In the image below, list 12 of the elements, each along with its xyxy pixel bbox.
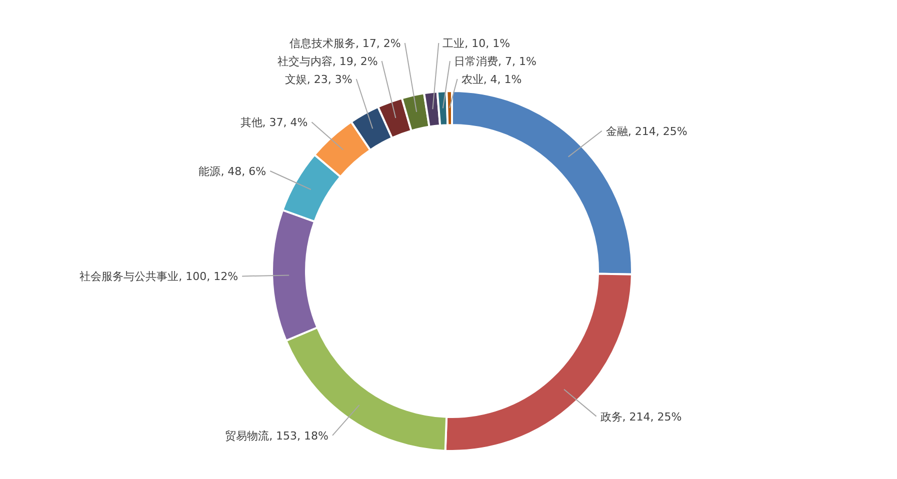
slice-label: 其他, 37, 4% [240,116,308,130]
slice-label: 政务, 214, 25% [600,410,682,424]
slice-label: 金融, 214, 25% [606,124,688,138]
slice-label: 贸易物流, 153, 18% [225,429,329,442]
slice-label: 工业, 10, 1% [442,37,510,50]
slice-label: 社交与内容, 19, 2% [277,55,378,68]
slice-label: 日常消费, 7, 1% [454,55,536,68]
slice-label: 能源, 48, 6% [198,165,266,178]
slice-label: 信息技术服务, 17, 2% [289,37,401,50]
slice-label: 文娱, 23, 3% [284,73,352,86]
slice-label: 社会服务与公共事业, 100, 12% [80,270,238,284]
slice-label: 农业, 4, 1% [461,73,522,86]
